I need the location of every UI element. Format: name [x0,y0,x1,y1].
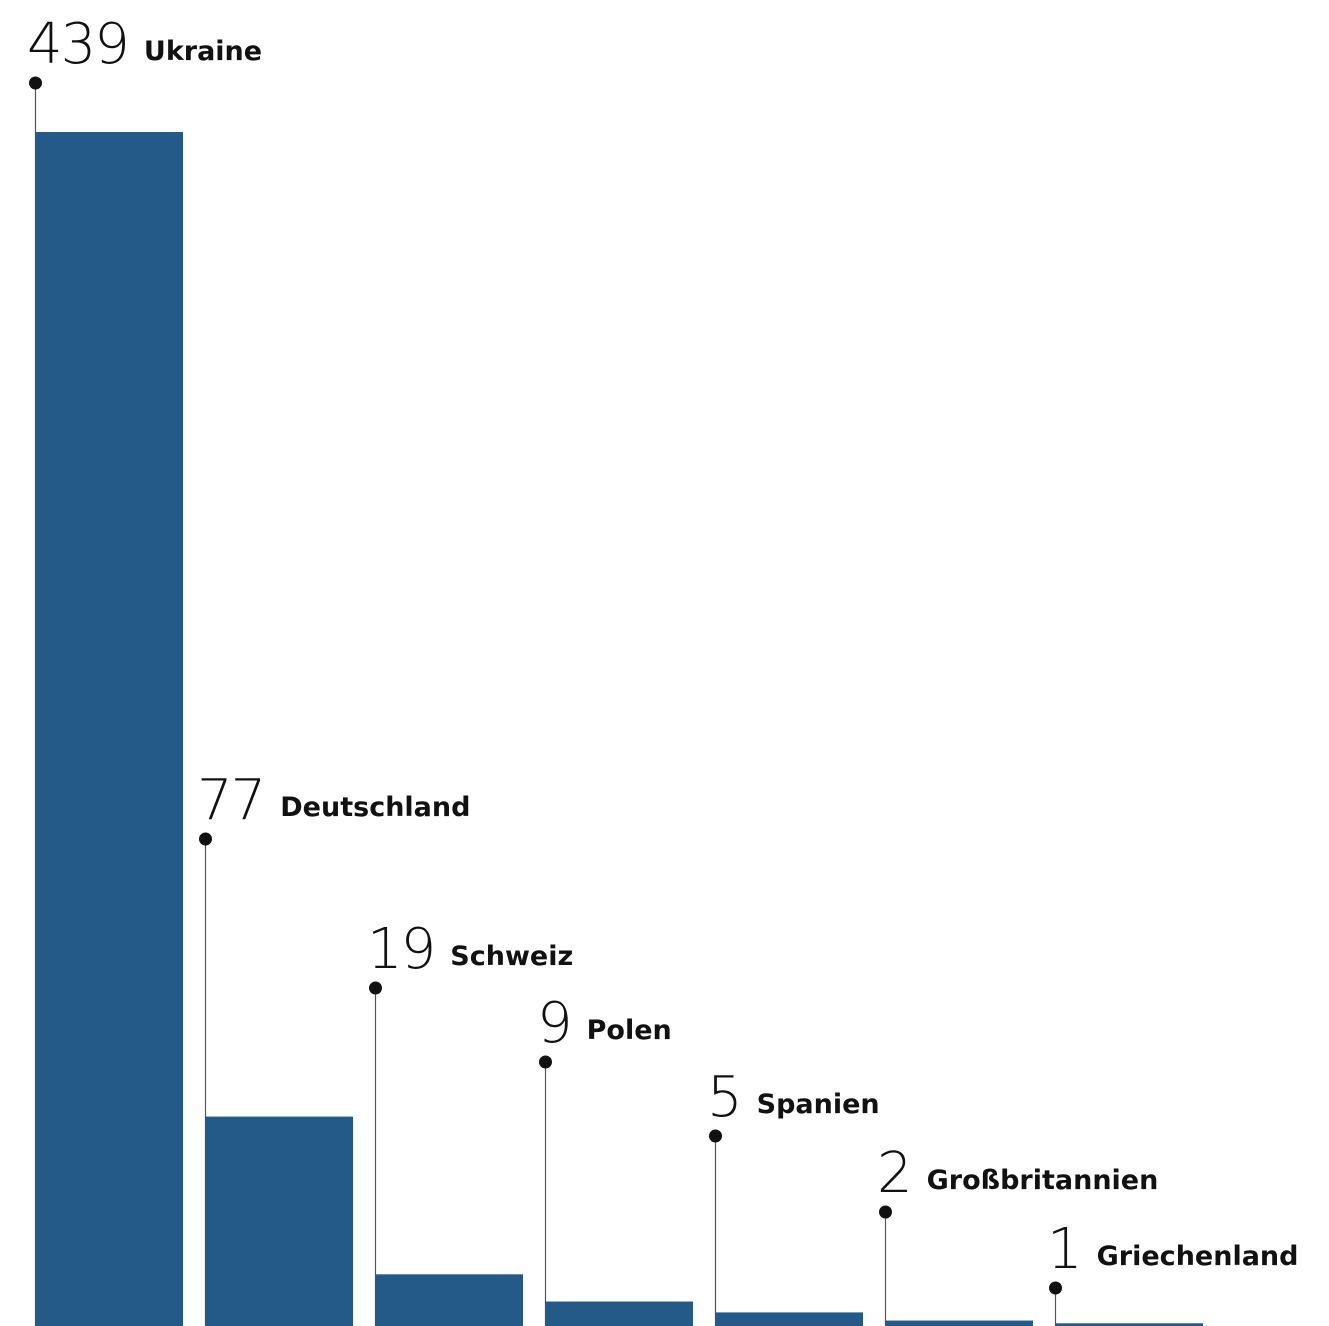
category-label: Großbritannien [927,1165,1159,1196]
bar-polen [545,1301,693,1326]
bar-spanien [715,1312,863,1326]
bar-ukraine [35,132,183,1326]
leader-dot [199,832,212,846]
category-label: Deutschland [280,792,470,823]
leader-dot [709,1129,722,1143]
bar-griechenland [1055,1323,1203,1326]
leader-dot [29,76,42,90]
leader-dot [369,981,382,995]
value-label: 1 [1047,1217,1081,1282]
value-label: 19 [367,917,434,982]
bar-schweiz [375,1274,523,1326]
category-label: Ukraine [144,36,262,67]
leader-dot [1049,1281,1062,1295]
value-label: 77 [197,768,264,833]
value-label: 2 [877,1141,911,1206]
category-label: Polen [587,1015,672,1046]
value-label: 439 [27,12,128,77]
value-label: 5 [707,1065,741,1130]
leader-dot [879,1205,892,1219]
value-label: 9 [537,991,571,1056]
category-label: Schweiz [450,941,573,972]
category-label: Spanien [757,1089,880,1120]
leader-dot [539,1055,552,1069]
category-label: Griechenland [1097,1241,1299,1272]
bar-großbritannien [885,1320,1033,1326]
bar-deutschland [205,1116,353,1326]
